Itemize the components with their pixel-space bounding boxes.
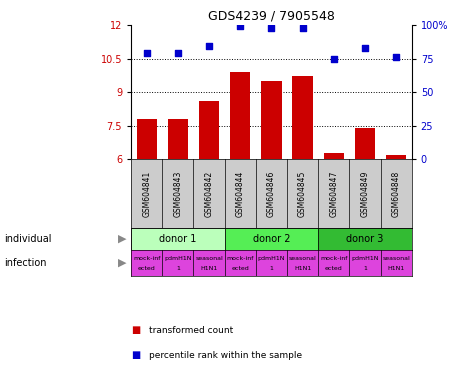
Text: transformed count: transformed count	[149, 326, 233, 335]
Point	[330, 56, 337, 62]
Bar	[198, 101, 218, 159]
Text: pdmH1N: pdmH1N	[350, 256, 378, 261]
Text: H1N1: H1N1	[386, 266, 404, 271]
Bar	[318, 228, 411, 250]
Text: donor 2: donor 2	[252, 234, 290, 244]
Text: ected: ected	[324, 266, 342, 271]
Text: seasonal: seasonal	[288, 256, 316, 261]
Text: seasonal: seasonal	[381, 256, 409, 261]
Bar	[230, 72, 250, 159]
Point	[298, 25, 306, 31]
Text: ▶: ▶	[118, 234, 126, 244]
Text: 1: 1	[362, 266, 366, 271]
Text: GSM604849: GSM604849	[360, 171, 369, 217]
Bar	[354, 128, 374, 159]
Text: H1N1: H1N1	[200, 266, 217, 271]
Text: GSM604846: GSM604846	[266, 171, 275, 217]
Bar	[323, 153, 343, 159]
Point	[267, 25, 274, 31]
Text: GSM604847: GSM604847	[329, 171, 337, 217]
Text: pdmH1N: pdmH1N	[257, 256, 285, 261]
Text: ■: ■	[131, 325, 140, 335]
Bar	[261, 81, 281, 159]
Text: ■: ■	[131, 350, 140, 360]
Text: GSM604844: GSM604844	[235, 171, 244, 217]
Point	[392, 54, 399, 60]
Text: ected: ected	[231, 266, 249, 271]
Point	[360, 45, 368, 51]
Text: donor 3: donor 3	[346, 234, 383, 244]
Bar	[131, 228, 224, 250]
Text: donor 1: donor 1	[159, 234, 196, 244]
Text: percentile rank within the sample: percentile rank within the sample	[149, 351, 302, 360]
Title: GDS4239 / 7905548: GDS4239 / 7905548	[207, 9, 334, 22]
Text: 1: 1	[175, 266, 179, 271]
Text: ected: ected	[138, 266, 155, 271]
Point	[205, 43, 212, 50]
Bar	[292, 76, 312, 159]
Text: 1: 1	[269, 266, 273, 271]
Text: mock-inf: mock-inf	[133, 256, 160, 261]
Text: GSM604842: GSM604842	[204, 171, 213, 217]
Text: GSM604845: GSM604845	[297, 171, 307, 217]
Text: infection: infection	[5, 258, 47, 268]
Bar	[385, 155, 405, 159]
Text: mock-inf: mock-inf	[226, 256, 253, 261]
Text: GSM604841: GSM604841	[142, 171, 151, 217]
Bar	[224, 228, 318, 250]
Bar	[168, 119, 188, 159]
Bar	[136, 119, 157, 159]
Text: mock-inf: mock-inf	[319, 256, 347, 261]
Text: individual: individual	[5, 234, 52, 244]
Text: ▶: ▶	[118, 258, 126, 268]
Point	[174, 50, 181, 56]
Text: seasonal: seasonal	[195, 256, 223, 261]
Text: GSM604843: GSM604843	[173, 171, 182, 217]
Point	[143, 50, 150, 56]
Text: H1N1: H1N1	[293, 266, 311, 271]
Text: GSM604848: GSM604848	[391, 171, 400, 217]
Point	[236, 23, 243, 30]
Text: pdmH1N: pdmH1N	[164, 256, 191, 261]
